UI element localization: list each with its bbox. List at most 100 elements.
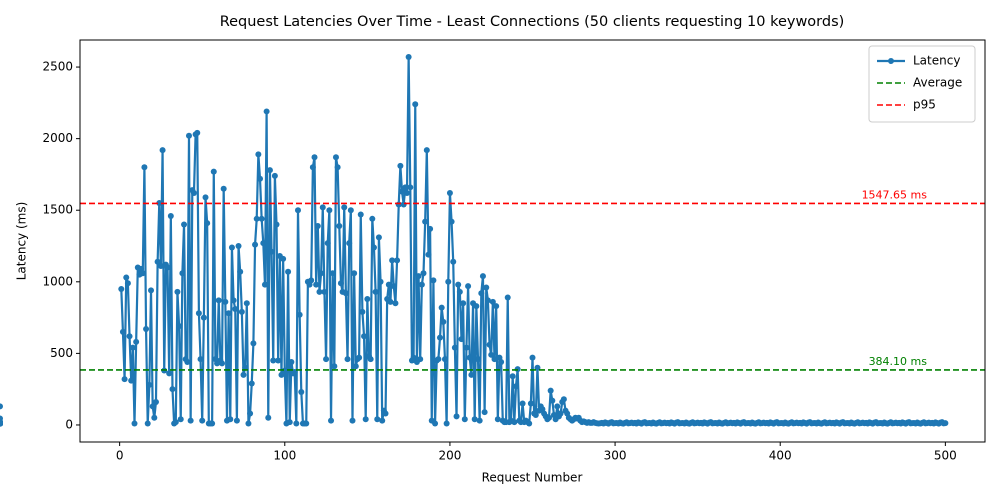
point <box>463 344 470 351</box>
point <box>314 222 321 229</box>
point <box>288 358 295 365</box>
point <box>336 222 343 229</box>
point <box>230 297 237 304</box>
point <box>194 129 201 136</box>
point <box>329 270 336 277</box>
point <box>184 358 191 365</box>
point <box>258 215 265 222</box>
point <box>435 356 442 363</box>
point <box>321 288 328 295</box>
point <box>488 351 495 358</box>
point <box>152 399 159 406</box>
point <box>281 367 288 374</box>
point <box>0 420 3 427</box>
point <box>509 373 516 380</box>
point <box>328 417 335 424</box>
point <box>402 184 409 191</box>
x-tick-label: 400 <box>769 449 792 463</box>
point <box>394 257 401 264</box>
point <box>148 287 155 294</box>
point <box>271 172 278 179</box>
point <box>316 288 323 295</box>
point <box>248 380 255 387</box>
point <box>199 417 206 424</box>
point <box>445 278 452 285</box>
point <box>228 244 235 251</box>
point <box>512 383 519 390</box>
point <box>352 363 359 370</box>
point <box>202 194 209 201</box>
point <box>298 389 305 396</box>
point <box>367 356 374 363</box>
point <box>458 336 465 343</box>
point <box>364 295 371 302</box>
point <box>118 285 125 292</box>
point <box>167 212 174 219</box>
point <box>415 273 422 280</box>
point <box>389 257 396 264</box>
point <box>240 371 247 378</box>
point <box>131 420 138 427</box>
point <box>438 304 445 311</box>
point <box>432 420 439 427</box>
point <box>466 354 473 361</box>
point <box>479 273 486 280</box>
y-tick-label: 1500 <box>42 203 73 217</box>
point <box>215 297 222 304</box>
legend-label: Average <box>913 76 962 90</box>
point <box>437 334 444 341</box>
point <box>484 297 491 304</box>
point <box>263 108 270 115</box>
legend-marker <box>888 58 894 64</box>
point <box>121 376 128 383</box>
point <box>318 270 325 277</box>
point <box>331 363 338 370</box>
point <box>349 417 356 424</box>
point <box>461 416 468 423</box>
point <box>334 164 341 171</box>
point <box>446 190 453 197</box>
point <box>460 300 467 307</box>
point <box>400 201 407 208</box>
point <box>294 207 301 214</box>
point <box>422 218 429 225</box>
point <box>245 420 252 427</box>
point <box>465 283 472 290</box>
point <box>149 403 156 410</box>
point <box>222 298 229 305</box>
point <box>144 420 151 427</box>
legend-label: Latency <box>913 54 960 68</box>
point <box>261 281 268 288</box>
point <box>157 263 164 270</box>
point <box>511 419 518 426</box>
point <box>372 288 379 295</box>
point <box>139 270 146 277</box>
point <box>370 244 377 251</box>
point <box>546 414 553 421</box>
x-tick-label: 200 <box>438 449 461 463</box>
point <box>253 215 260 222</box>
point <box>527 400 534 407</box>
point <box>453 413 460 420</box>
point <box>265 414 272 421</box>
point <box>504 294 511 301</box>
point <box>200 314 207 321</box>
point <box>220 185 227 192</box>
y-tick-label: 500 <box>50 346 73 360</box>
point <box>232 306 239 313</box>
point <box>481 409 488 416</box>
point <box>133 338 140 345</box>
point <box>557 410 564 417</box>
point <box>278 371 285 378</box>
point <box>549 397 556 404</box>
point <box>448 218 455 225</box>
point <box>547 387 554 394</box>
point <box>356 354 363 361</box>
point <box>309 164 316 171</box>
point <box>443 420 450 427</box>
point <box>176 323 183 330</box>
legend: Latency Average p95 <box>868 45 976 123</box>
point <box>219 360 226 367</box>
point <box>233 417 240 424</box>
point <box>473 303 480 310</box>
